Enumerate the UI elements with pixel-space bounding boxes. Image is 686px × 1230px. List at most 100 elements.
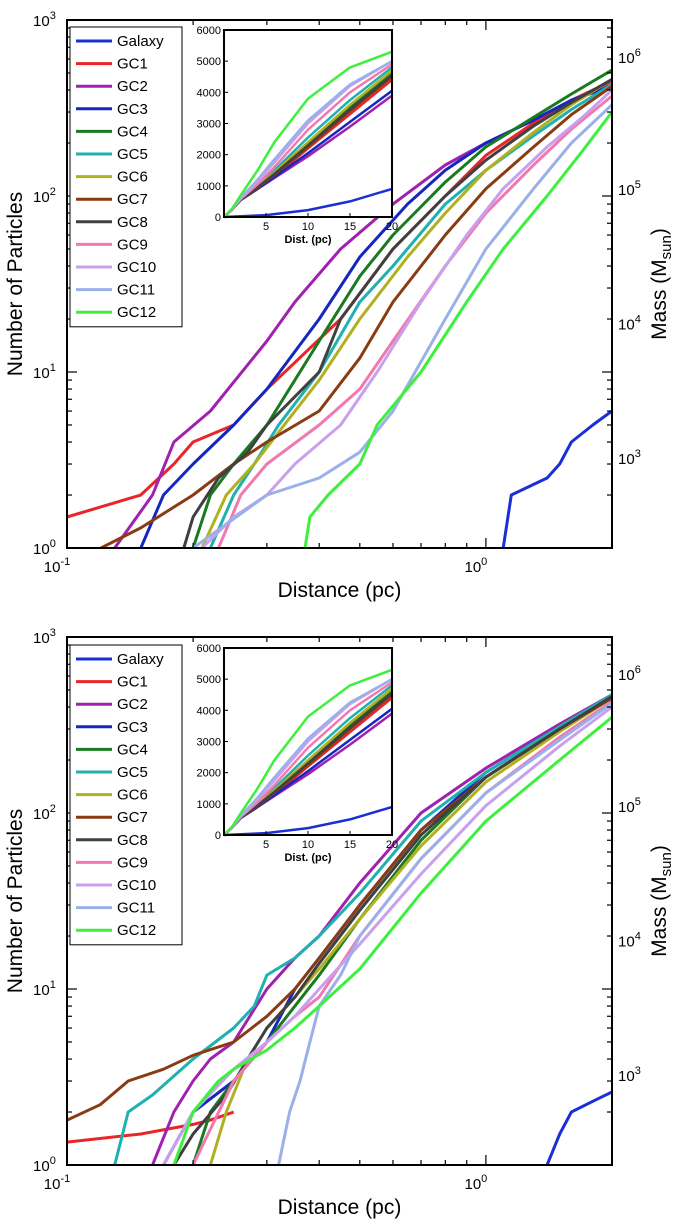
inset-x-tick-label: 10	[302, 839, 314, 851]
y-tick-label-base: 10	[33, 13, 50, 30]
y-right-tick-label-exponent: 5	[635, 796, 641, 808]
series-line-gc3	[139, 84, 612, 548]
series-line-gc5	[113, 693, 612, 1165]
x-tick-label-base: 10	[464, 1176, 481, 1193]
inset-line-gc12	[223, 50, 393, 218]
y-tick-label-exponent: 2	[50, 803, 56, 815]
inset-line-gc12	[223, 668, 393, 836]
y-right-tick-label: 105	[618, 179, 641, 199]
series-group	[67, 693, 612, 1165]
x-tick-label: 10-1	[44, 1173, 70, 1193]
y-right-tick-label-exponent: 3	[635, 448, 641, 460]
y-axis-label: Number of Particles	[4, 809, 27, 993]
y-right-main: Mass (M	[648, 259, 671, 340]
legend-label-gc6: GC6	[117, 787, 148, 804]
legend-label-gc2: GC2	[117, 78, 148, 95]
inset-y-tick-label: 0	[215, 212, 221, 224]
legend-label-gc1: GC1	[117, 674, 148, 691]
inset-x-tick-label: 10	[302, 221, 314, 233]
x-tick-label-base: 10	[44, 1176, 61, 1193]
y-tick-label: 102	[33, 803, 56, 823]
legend-label-gc4: GC4	[117, 741, 148, 758]
inset-chart: 0 1000 2000 3000 4000 5000 6000 5 10 15 20 Dist. (p…	[197, 643, 399, 864]
y-right-tick-label: 104	[618, 314, 641, 334]
inset-line-galaxy	[223, 187, 393, 219]
series-line-gc12	[172, 716, 612, 1165]
y-tick-label: 100	[33, 1155, 56, 1175]
x-tick-label-exponent: 0	[481, 1173, 487, 1185]
series-line-gc11	[277, 702, 612, 1165]
inset-x-tick-label: 15	[344, 221, 356, 233]
y-right-tick-label: 103	[618, 1065, 641, 1085]
series-line-gc6	[200, 78, 612, 548]
y-right-tick-label: 105	[618, 796, 641, 816]
y-right-tick-label: 104	[618, 931, 641, 951]
x-axis-label: Distance (pc)	[278, 1196, 402, 1219]
inset-x-label: Dist. (pc)	[284, 234, 331, 246]
y-tick-label: 101	[33, 362, 56, 382]
y-right-tick-label-base: 10	[618, 317, 635, 334]
inset-y-tick-label: 1000	[197, 799, 221, 811]
series-line-gc9	[217, 94, 612, 548]
y-right-sub: sun	[658, 852, 675, 876]
inset-y-tick-label: 4000	[197, 87, 221, 99]
inset-y-tick-label: 2000	[197, 768, 221, 780]
series-line-galaxy	[501, 409, 612, 548]
y-tick-label-base: 10	[33, 1158, 50, 1175]
y-tick-label-base: 10	[33, 189, 50, 206]
x-tick-label-exponent: -1	[60, 556, 70, 568]
series-line-gc8	[182, 78, 612, 548]
x-axis-label: Distance (pc)	[278, 579, 402, 602]
y-right-tick-label: 106	[618, 47, 641, 67]
plot-frame	[66, 19, 613, 549]
y-right-main: Mass (M	[648, 876, 671, 957]
legend-label-galaxy: Galaxy	[117, 651, 164, 668]
y-right-tick-label-base: 10	[618, 799, 635, 816]
legend-label-gc11: GC11	[117, 900, 155, 917]
legend-label-gc10: GC10	[117, 877, 156, 894]
y-right-tick-label-base: 10	[618, 1068, 635, 1085]
legend-label-gc9: GC9	[117, 236, 148, 253]
y-tick-label: 102	[33, 186, 56, 206]
inset-y-tick-label: 5000	[197, 674, 221, 686]
y-tick-label-base: 10	[33, 982, 50, 999]
legend-label-gc5: GC5	[117, 764, 148, 781]
inset-x-tick-label: 15	[344, 839, 356, 851]
y-axis-label-right: Mass (Msun)	[648, 228, 675, 340]
inset-x-tick-label: 20	[386, 839, 398, 851]
x-tick-label-exponent: 0	[481, 556, 487, 568]
series-group	[67, 68, 612, 548]
legend: Galaxy GC1 GC2 GC3 GC4 GC5 GC6 GC7 GC8 GC9 GC10 GC1…	[69, 26, 183, 328]
x-tick-label-exponent: -1	[60, 1173, 70, 1185]
legend-label-gc5: GC5	[117, 146, 148, 163]
legend-label-gc8: GC8	[117, 214, 148, 231]
y-tick-label-exponent: 1	[50, 362, 56, 374]
y-right-tick-label-exponent: 4	[635, 931, 641, 943]
inset-x-tick-label: 20	[386, 221, 398, 233]
inset-x-tick-label: 5	[263, 221, 269, 233]
legend-label-gc3: GC3	[117, 719, 148, 736]
inset-y-tick-label: 6000	[197, 643, 221, 655]
y-tick-label: 103	[33, 627, 56, 647]
series-line-galaxy	[545, 1090, 612, 1165]
y-tick-label-exponent: 1	[50, 979, 56, 991]
inset-x-label: Dist. (pc)	[284, 852, 331, 864]
inset-y-tick-label: 3000	[197, 737, 221, 749]
y-tick-label-base: 10	[33, 630, 50, 647]
y-right-tick-label-base: 10	[618, 182, 635, 199]
series-line-gc7	[97, 85, 612, 548]
legend-label-gc4: GC4	[117, 123, 148, 140]
y-right-tick-label-exponent: 6	[635, 664, 641, 676]
y-right-tick-label-exponent: 4	[635, 314, 641, 326]
legend-label-gc11: GC11	[117, 282, 155, 299]
y-tick-label-exponent: 3	[50, 627, 56, 639]
legend-label-gc7: GC7	[117, 191, 148, 208]
legend: Galaxy GC1 GC2 GC3 GC4 GC5 GC6 GC7 GC8 GC9 GC10 GC1…	[69, 644, 183, 946]
series-line-gc1	[67, 1110, 235, 1144]
inset-y-tick-label: 5000	[197, 56, 221, 68]
inset-chart: 0 1000 2000 3000 4000 5000 6000 5 10 15 20 Dist. (p…	[197, 25, 399, 246]
y-right-sub: sun	[658, 235, 675, 259]
